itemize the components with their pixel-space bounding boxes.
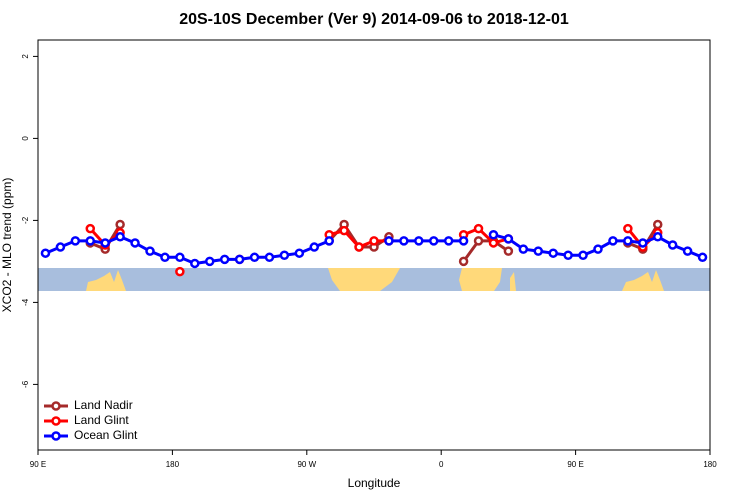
point (204, 256, 215, 267)
point (623, 236, 633, 246)
point (160, 252, 170, 263)
y-tick-label: 2 (21, 54, 30, 59)
point (503, 246, 514, 256)
point (503, 234, 514, 244)
x-axis-label: Longitude (348, 476, 401, 490)
point (384, 236, 394, 246)
point (443, 236, 454, 246)
point (548, 248, 558, 258)
point (234, 254, 245, 265)
chart-title: 20S-10S December (Ver 9) 2014-09-06 to 2… (179, 11, 569, 28)
point (115, 232, 125, 242)
point (40, 248, 51, 258)
point (593, 244, 603, 254)
legend-marker (51, 431, 61, 441)
point (399, 236, 409, 246)
y-tick-label: -6 (21, 380, 30, 388)
legend-label: Ocean Glint (74, 428, 138, 442)
legend-label: Land Glint (74, 413, 129, 427)
point (55, 242, 66, 252)
point (488, 230, 499, 240)
map-strip (38, 268, 710, 291)
point (219, 254, 230, 265)
point (667, 240, 678, 250)
point (339, 225, 349, 236)
point (608, 236, 618, 246)
point (488, 238, 499, 248)
point (100, 238, 110, 248)
point (85, 236, 96, 246)
point (190, 258, 200, 269)
point (652, 232, 663, 242)
point (175, 252, 185, 263)
point (578, 250, 588, 260)
point (115, 219, 125, 230)
point (518, 244, 529, 254)
point (324, 236, 334, 246)
legend-marker (51, 416, 61, 426)
point (279, 250, 290, 260)
legend-marker (51, 401, 61, 411)
x-tick-label: 0 (439, 460, 444, 469)
point (682, 246, 693, 256)
point (294, 248, 305, 258)
point (414, 236, 424, 246)
point (369, 236, 379, 246)
point (533, 246, 544, 256)
point (175, 266, 185, 277)
y-tick-label: -4 (21, 298, 30, 306)
point (473, 236, 484, 246)
point (85, 223, 96, 234)
point (70, 236, 81, 246)
x-tick-label: 90 W (297, 460, 316, 469)
point (563, 250, 573, 260)
point (697, 252, 708, 263)
x-tick-label: 90 E (30, 460, 46, 469)
point (473, 223, 484, 234)
x-tick-label: 90 E (567, 460, 583, 469)
point (652, 219, 663, 230)
x-tick-label: 180 (703, 460, 717, 469)
point (249, 252, 260, 263)
point (309, 242, 320, 252)
y-tick-label: -2 (21, 216, 30, 224)
point (354, 242, 364, 252)
point (428, 236, 439, 246)
x-tick-label: 180 (166, 460, 180, 469)
point (130, 238, 140, 248)
point (623, 223, 633, 234)
point (145, 246, 155, 256)
point (638, 238, 648, 248)
point (458, 256, 469, 267)
point (458, 236, 469, 246)
y-tick-label: 0 (21, 136, 30, 141)
y-axis-label: XCO2 - MLO trend (ppm) (0, 178, 14, 313)
plot-frame (37, 39, 711, 451)
legend-label: Land Nadir (74, 398, 133, 412)
point (264, 252, 275, 263)
